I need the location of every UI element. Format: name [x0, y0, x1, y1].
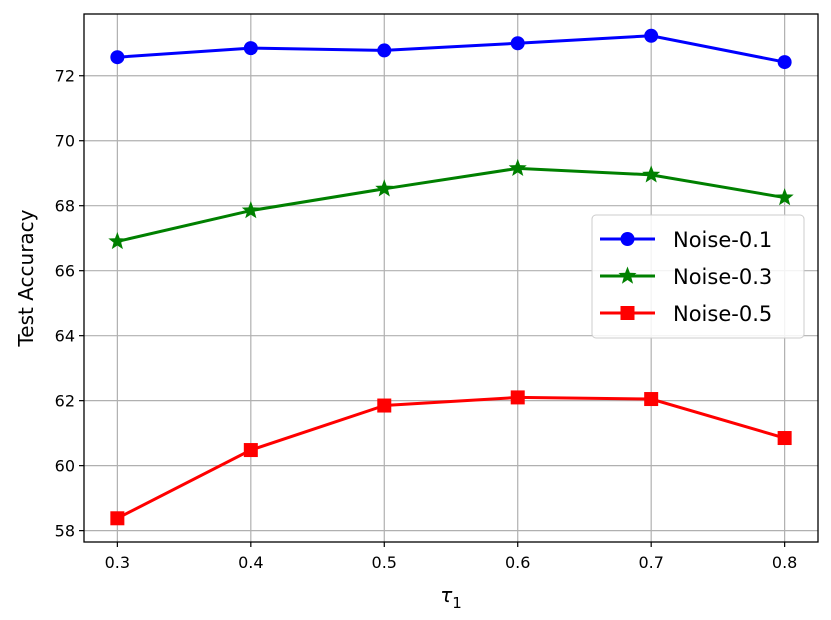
- x-tick-label: 0.6: [505, 553, 530, 572]
- data-point-noise-0-5: [377, 398, 392, 413]
- series-line-noise-0-3: [117, 166, 785, 243]
- y-tick-label: 60: [55, 457, 75, 476]
- y-axis-label: Test Accuracy: [14, 209, 38, 347]
- legend-item-noise-0-5: Noise-0.5: [600, 302, 772, 326]
- y-tick-label: 62: [55, 392, 75, 411]
- data-point-noise-0-1: [377, 43, 392, 58]
- x-tick-label: 0.4: [238, 553, 263, 572]
- y-axis: 58 60 62 64 66 68 70 72: [55, 67, 84, 541]
- data-point-noise-0-5: [110, 511, 125, 526]
- series-noise-0-3: [108, 158, 794, 250]
- data-point-noise-0-3: [775, 188, 794, 206]
- data-point-noise-0-3: [241, 201, 260, 219]
- x-axis-label-subscript: 1: [452, 594, 462, 612]
- y-tick-label: 68: [55, 197, 75, 216]
- data-point-noise-0-3: [375, 179, 394, 197]
- legend-label-noise-0-3: Noise-0.3: [673, 265, 772, 289]
- data-point-noise-0-1: [777, 55, 792, 70]
- series-line-noise-0-5: [116, 395, 786, 520]
- series-layer: [108, 28, 794, 526]
- legend-marker-noise-0-1: [620, 232, 635, 246]
- x-tick-label: 0.3: [105, 553, 130, 572]
- legend-label-noise-0-5: Noise-0.5: [673, 302, 772, 326]
- y-tick-label: 72: [55, 67, 75, 86]
- legend-marker-noise-0-5: [620, 306, 635, 320]
- data-point-noise-0-1: [510, 36, 525, 51]
- y-tick-label: 58: [55, 522, 75, 541]
- x-tick-label: 0.8: [772, 553, 797, 572]
- data-point-noise-0-5: [777, 431, 792, 446]
- legend-marker-noise-0-3: [618, 266, 637, 284]
- data-point-noise-0-1: [110, 50, 125, 65]
- data-point-noise-0-3: [508, 158, 527, 177]
- series-noise-0-5: [110, 390, 792, 526]
- series-noise-0-1: [110, 28, 792, 70]
- x-tick-label: 0.7: [638, 553, 663, 572]
- series-line-noise-0-1: [117, 34, 785, 64]
- y-tick-label: 64: [55, 327, 75, 346]
- legend-item-noise-0-3: Noise-0.3: [600, 265, 772, 289]
- data-point-noise-0-3: [642, 165, 661, 183]
- y-tick-label: 66: [55, 262, 75, 281]
- data-point-noise-0-5: [510, 390, 525, 405]
- x-tick-label: 0.5: [372, 553, 397, 572]
- data-point-noise-0-3: [108, 231, 127, 250]
- data-point-noise-0-1: [243, 41, 258, 56]
- legend: Noise-0.1 Noise-0.3 Noise-0.5: [591, 214, 805, 339]
- y-tick-label: 70: [55, 132, 75, 151]
- x-axis: 0.3 0.4 0.5 0.6 0.7 0.8: [105, 542, 797, 572]
- data-point-noise-0-1: [644, 28, 659, 43]
- legend-label-noise-0-1: Noise-0.1: [673, 228, 772, 252]
- legend-item-noise-0-1: Noise-0.1: [600, 228, 772, 252]
- data-point-noise-0-5: [243, 443, 258, 458]
- legend-frame: [591, 214, 805, 339]
- plot-frame: [83, 13, 819, 543]
- x-axis-label: τ1: [440, 583, 462, 612]
- data-point-noise-0-5: [644, 392, 659, 407]
